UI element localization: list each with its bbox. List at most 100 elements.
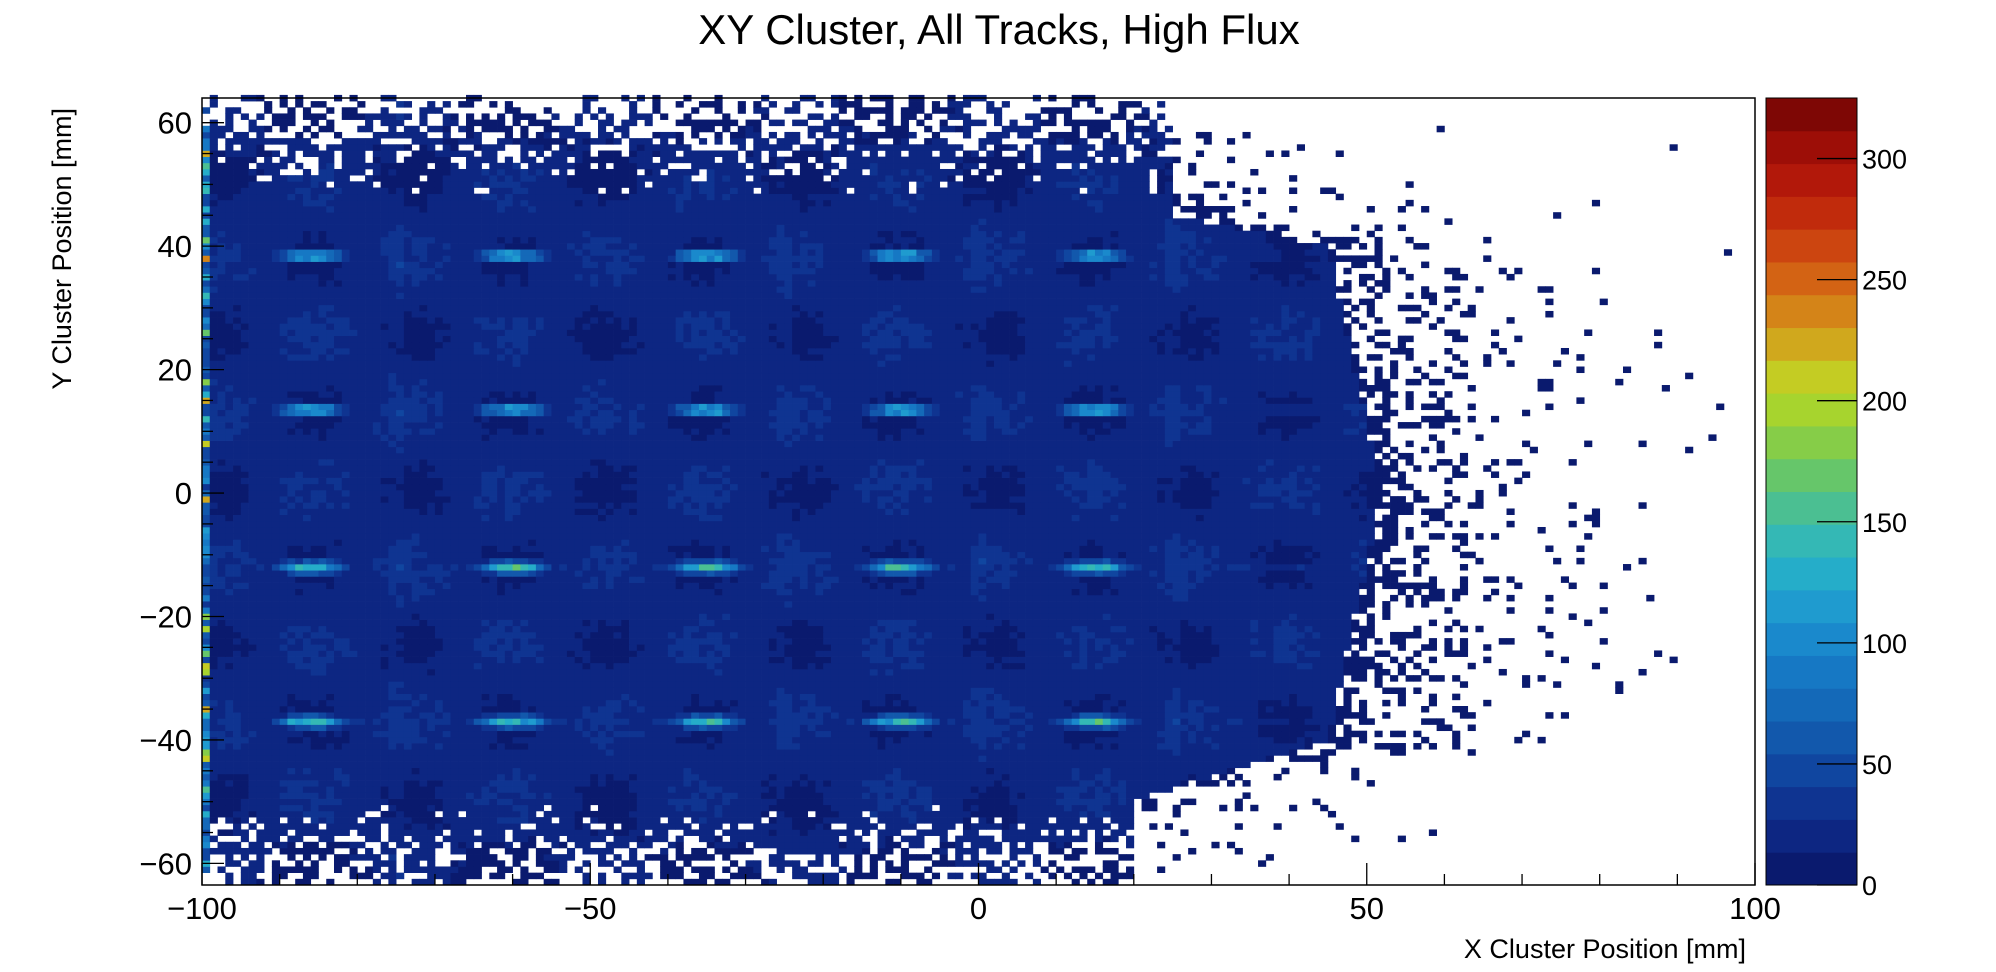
heatmap-cell — [1289, 656, 1298, 664]
heatmap-cell — [388, 755, 397, 762]
heatmap-cell — [1032, 829, 1041, 836]
heatmap-cell — [1094, 650, 1104, 657]
heatmap-cell — [939, 681, 948, 688]
heatmap-cell — [419, 656, 428, 664]
heatmap-cell — [1304, 675, 1313, 682]
heatmap-cell — [768, 823, 777, 830]
heatmap-cell — [970, 810, 979, 818]
heatmap-cell — [1242, 693, 1251, 701]
heatmap-cell — [1265, 681, 1274, 688]
heatmap-cell — [334, 712, 343, 719]
heatmap-cell — [730, 798, 739, 806]
heatmap-cell — [698, 712, 708, 719]
heatmap-cell — [722, 699, 731, 707]
heatmap-cell — [730, 699, 739, 707]
heatmap-cell — [644, 798, 653, 806]
heatmap-cell — [388, 644, 397, 651]
heatmap-cell — [1320, 767, 1329, 775]
heatmap-cell — [1320, 712, 1329, 719]
heatmap-cell — [334, 761, 343, 769]
heatmap-cell — [1444, 724, 1453, 732]
heatmap-cell — [986, 866, 995, 873]
heatmap-cell — [551, 650, 560, 657]
heatmap-cell — [248, 650, 257, 657]
heatmap-cell — [900, 804, 909, 812]
heatmap-cell — [1382, 687, 1391, 694]
heatmap-cell — [621, 823, 630, 830]
heatmap-cell — [605, 638, 614, 645]
heatmap-cell — [691, 724, 700, 732]
heatmap-cell — [823, 767, 832, 775]
heatmap-cell — [1001, 724, 1010, 732]
heatmap-cell — [264, 847, 273, 855]
heatmap-cell — [365, 804, 374, 812]
heatmap-cell — [745, 693, 754, 701]
heatmap-cell — [722, 817, 731, 824]
heatmap-cell — [1358, 668, 1368, 676]
heatmap-cell — [877, 693, 886, 701]
heatmap-cell — [1063, 749, 1073, 756]
heatmap-cell — [1126, 786, 1135, 793]
heatmap-cell — [908, 699, 917, 707]
heatmap-cell — [994, 736, 1003, 744]
heatmap-cell — [1188, 749, 1197, 756]
heatmap-cell — [722, 675, 731, 682]
heatmap-cell — [310, 866, 319, 873]
heatmap-cell — [1250, 668, 1259, 676]
heatmap-cell — [613, 798, 622, 806]
heatmap-cell — [792, 810, 801, 818]
heatmap-cell — [994, 687, 1003, 694]
heatmap-cell — [574, 724, 583, 732]
heatmap-cell — [566, 656, 576, 664]
heatmap-cell — [434, 798, 444, 806]
heatmap-cell — [427, 847, 436, 855]
heatmap-cell — [1226, 718, 1236, 725]
heatmap-cell — [660, 706, 669, 713]
heatmap-cell — [504, 644, 513, 651]
heatmap-cell — [566, 829, 576, 836]
heatmap-cell — [978, 860, 987, 867]
heatmap-cell — [1312, 656, 1321, 664]
heatmap-cell — [411, 712, 420, 719]
heatmap-cell — [1032, 761, 1041, 769]
heatmap-cell — [1079, 736, 1088, 744]
heatmap-cell — [1234, 644, 1243, 651]
heatmap-cell — [1040, 817, 1049, 824]
heatmap-cell — [908, 841, 917, 849]
heatmap-cell — [955, 860, 964, 867]
heatmap-cell — [1141, 804, 1150, 812]
heatmap-cell — [1157, 656, 1166, 664]
heatmap-cell — [520, 829, 529, 836]
heatmap-cell — [566, 761, 576, 769]
heatmap-cell — [1141, 749, 1150, 756]
heatmap-cell — [1265, 644, 1274, 651]
heatmap-cell — [388, 761, 397, 769]
heatmap-cell — [714, 749, 723, 756]
heatmap-cell — [908, 743, 917, 750]
heatmap-cell — [1009, 780, 1018, 787]
heatmap-cell — [900, 792, 909, 799]
heatmap-cell — [613, 792, 622, 799]
heatmap-cell — [551, 773, 560, 781]
heatmap-cell — [994, 780, 1003, 787]
heatmap-cell — [706, 706, 715, 713]
heatmap-cell — [1001, 878, 1010, 886]
heatmap-cell — [357, 724, 366, 732]
heatmap-cell — [737, 767, 746, 775]
heatmap-cell — [900, 730, 909, 738]
heatmap-cell — [636, 780, 645, 787]
heatmap-cell — [807, 687, 816, 694]
heatmap-cell — [466, 866, 475, 873]
heatmap-cell — [660, 656, 669, 664]
heatmap-cell — [419, 835, 428, 843]
heatmap-cell — [830, 718, 840, 725]
heatmap-cell — [1335, 743, 1344, 750]
heatmap-cell — [1320, 706, 1329, 713]
heatmap-cell — [1289, 712, 1298, 719]
heatmap-cell — [1172, 693, 1181, 701]
heatmap-cell — [388, 718, 397, 725]
heatmap-cell — [326, 835, 335, 843]
heatmap-cell — [1071, 767, 1080, 775]
heatmap-cell — [1234, 656, 1243, 664]
heatmap-cell — [233, 743, 242, 750]
